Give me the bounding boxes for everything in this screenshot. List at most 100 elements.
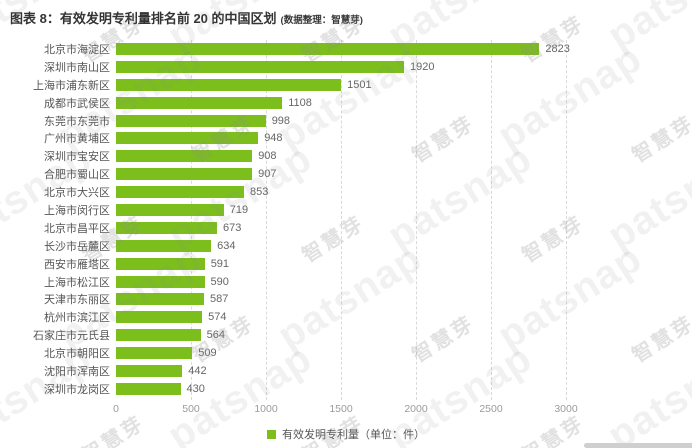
grid-line bbox=[191, 40, 192, 400]
value-label: 853 bbox=[250, 186, 269, 199]
bar-track: 1920 bbox=[116, 60, 435, 73]
legend-label: 有效发明专利量（单位：件） bbox=[282, 429, 425, 441]
bar-row: 上海市闵行区 719 bbox=[0, 201, 692, 219]
bar-row: 北京市大兴区 853 bbox=[0, 183, 692, 201]
category-label: 上海市闵行区 bbox=[44, 204, 110, 217]
bar-track: 1108 bbox=[116, 96, 312, 109]
bar-row: 北京市朝阳区 509 bbox=[0, 344, 692, 362]
value-label: 1920 bbox=[410, 60, 435, 73]
bar bbox=[116, 257, 205, 270]
grid-line bbox=[491, 40, 492, 400]
x-axis: 0 500 1000 1500 2000 2500 3000 bbox=[113, 403, 578, 417]
value-label: 442 bbox=[188, 364, 207, 377]
bar-row: 沈阳市浑南区 442 bbox=[0, 362, 692, 380]
bar-track: 719 bbox=[116, 203, 249, 216]
category-label: 石家庄市元氏县 bbox=[33, 330, 110, 343]
category-label: 深圳市南山区 bbox=[44, 61, 110, 74]
bar-row: 深圳市南山区 1920 bbox=[0, 58, 692, 76]
category-label: 沈阳市浑南区 bbox=[44, 365, 110, 378]
x-tick-label: 3000 bbox=[554, 403, 578, 415]
bar bbox=[116, 382, 181, 395]
value-label: 509 bbox=[198, 347, 217, 360]
bar bbox=[116, 42, 540, 55]
chart-title-text: 图表 8：有效发明专利量排名前 20 的中国区划 bbox=[10, 11, 277, 26]
bar-track: 634 bbox=[116, 239, 236, 252]
bar-track: 590 bbox=[116, 275, 229, 288]
legend: 有效发明专利量（单位：件） bbox=[0, 426, 692, 442]
category-label: 西安市雁塔区 bbox=[44, 258, 110, 271]
bar bbox=[116, 239, 212, 252]
bar-row: 北京市昌平区 673 bbox=[0, 219, 692, 237]
category-label: 东莞市东莞市 bbox=[44, 115, 110, 128]
x-tick-label: 1500 bbox=[329, 403, 353, 415]
chart-title: 图表 8：有效发明专利量排名前 20 的中国区划 (数据整理：智慧芽) bbox=[10, 8, 363, 28]
grid-line bbox=[566, 40, 567, 400]
bar bbox=[116, 364, 183, 377]
value-label: 719 bbox=[229, 203, 249, 216]
bar-row: 天津市东丽区 587 bbox=[0, 290, 692, 308]
bar-row: 西安市雁塔区 591 bbox=[0, 255, 692, 273]
bar bbox=[116, 150, 253, 163]
bar-track: 948 bbox=[116, 132, 283, 145]
category-label: 上海市松江区 bbox=[44, 276, 110, 289]
bar-row: 东莞市东莞市 998 bbox=[0, 112, 692, 130]
bar-row: 长沙市岳麓区 634 bbox=[0, 237, 692, 255]
value-label: 634 bbox=[217, 239, 236, 252]
value-label: 564 bbox=[206, 329, 225, 342]
bar bbox=[116, 60, 404, 73]
category-label: 深圳市龙岗区 bbox=[44, 383, 110, 396]
bar-row: 上海市松江区 590 bbox=[0, 273, 692, 291]
bar-track: 853 bbox=[116, 186, 269, 199]
value-label: 1501 bbox=[347, 78, 372, 91]
category-label: 长沙市岳麓区 bbox=[44, 240, 110, 253]
grid-line bbox=[416, 40, 417, 400]
bar-track: 998 bbox=[116, 114, 291, 127]
bar-track: 907 bbox=[116, 168, 276, 181]
value-label: 591 bbox=[210, 257, 230, 270]
bar-row: 成都市武侯区 1108 bbox=[0, 94, 692, 112]
bar-row: 广州市黄埔区 948 bbox=[0, 129, 692, 147]
value-label: 673 bbox=[223, 221, 242, 234]
category-label: 成都市武侯区 bbox=[44, 97, 110, 110]
value-label: 587 bbox=[210, 293, 229, 306]
bar-row: 深圳市宝安区 908 bbox=[0, 147, 692, 165]
x-tick-label: 1000 bbox=[254, 403, 278, 415]
bar bbox=[116, 186, 244, 199]
bar bbox=[116, 78, 342, 91]
bar bbox=[116, 168, 253, 181]
bar-track: 564 bbox=[116, 329, 225, 342]
category-label: 杭州市滨江区 bbox=[44, 312, 110, 325]
bar-row: 深圳市龙岗区 430 bbox=[0, 380, 692, 398]
plot-gridlines bbox=[116, 40, 567, 400]
bar bbox=[116, 347, 193, 360]
horizontal-scrollbar-thumb[interactable] bbox=[584, 443, 692, 448]
bar-track: 430 bbox=[116, 382, 205, 395]
category-label: 合肥市蜀山区 bbox=[44, 169, 110, 182]
bar bbox=[116, 96, 283, 109]
bar-track: 591 bbox=[116, 257, 230, 270]
value-label: 908 bbox=[258, 150, 277, 163]
x-tick-label: 2500 bbox=[479, 403, 503, 415]
bar bbox=[116, 114, 266, 127]
bar-track: 1501 bbox=[116, 78, 372, 91]
bar bbox=[116, 329, 201, 342]
category-label: 北京市昌平区 bbox=[44, 222, 110, 235]
bar-track: 574 bbox=[116, 311, 226, 324]
grid-line bbox=[266, 40, 267, 400]
grid-line bbox=[341, 40, 342, 400]
bar-row: 合肥市蜀山区 907 bbox=[0, 165, 692, 183]
bar-track: 587 bbox=[116, 293, 229, 306]
x-tick-label: 2000 bbox=[404, 403, 428, 415]
chart-source-note: (数据整理：智慧芽) bbox=[280, 15, 363, 26]
bar bbox=[116, 203, 224, 216]
value-label: 998 bbox=[271, 114, 291, 127]
bar bbox=[116, 132, 259, 145]
value-label: 430 bbox=[186, 382, 205, 395]
value-label: 2823 bbox=[545, 42, 570, 55]
category-label: 北京市朝阳区 bbox=[44, 348, 110, 361]
value-label: 948 bbox=[264, 132, 283, 145]
legend-swatch-icon bbox=[267, 429, 276, 439]
x-tick-label: 500 bbox=[182, 403, 200, 415]
category-label: 北京市大兴区 bbox=[44, 187, 110, 200]
